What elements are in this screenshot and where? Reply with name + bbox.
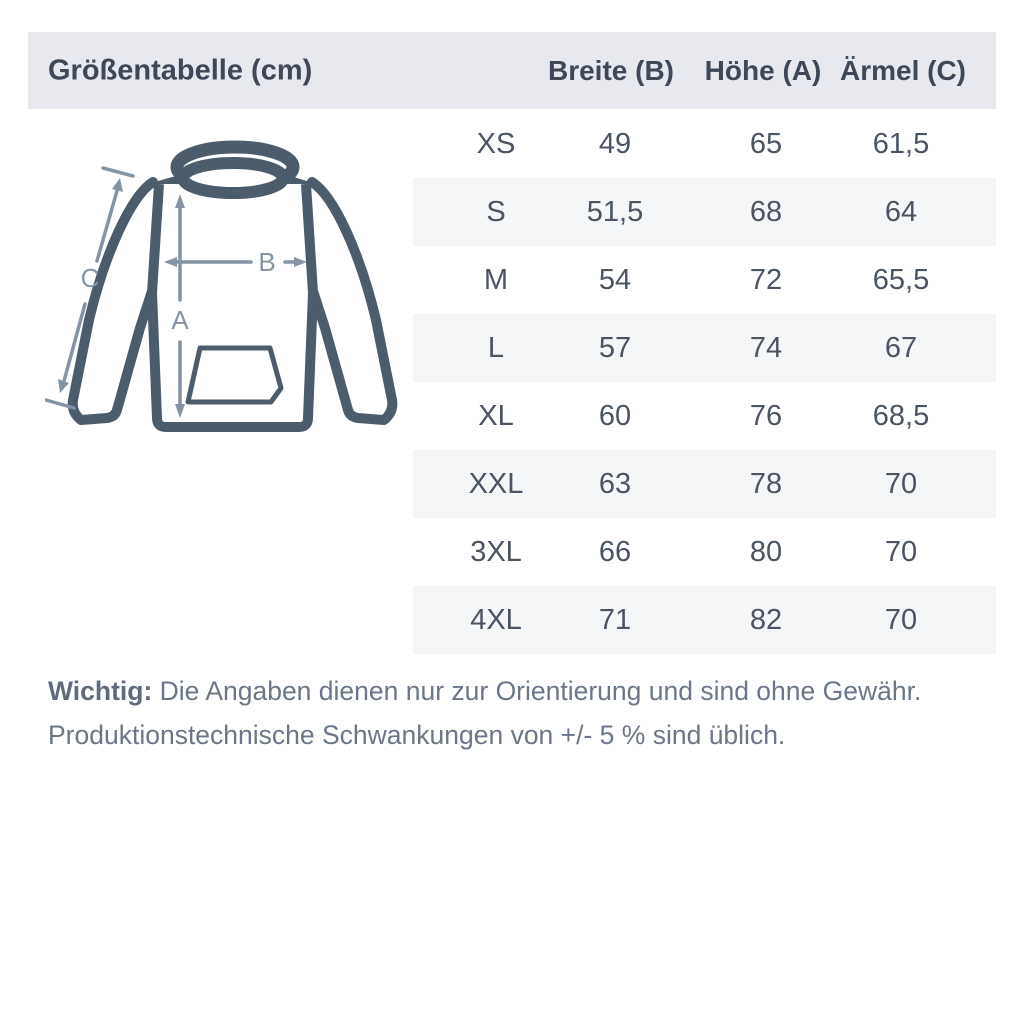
breite-value: 60: [598, 400, 632, 432]
hoehe-value: 78: [749, 468, 783, 500]
table-row-s: S 51,5 68 64: [413, 178, 996, 246]
dimension-b-arrowhead-left: [164, 257, 177, 267]
dimension-label-b: B: [258, 247, 275, 277]
note-line-2: Produktionstechnische Schwankungen von +…: [48, 720, 786, 750]
note-prefix: Wichtig:: [48, 676, 153, 706]
dimension-c-line-bottom: [62, 302, 87, 383]
dimension-label-c: C: [81, 263, 100, 293]
dimension-b-arrowhead-right: [294, 257, 307, 267]
note-line-1: Wichtig: Die Angaben dienen nur zur Orie…: [48, 669, 988, 713]
table-row-m: M 54 72 65,5: [413, 246, 996, 314]
dimension-c-line-top: [95, 189, 119, 263]
dimension-a-arrowhead-down: [175, 404, 185, 418]
size-label: S: [486, 196, 506, 228]
size-label: 4XL: [470, 604, 522, 636]
size-label: XL: [478, 400, 514, 432]
table-header: Größentabelle (cm) Breite (B) Höhe (A) Ä…: [28, 32, 996, 109]
breite-value: 54: [598, 264, 632, 296]
note-text-1: Die Angaben dienen nur zur Orientierung …: [159, 676, 922, 706]
important-note: Wichtig: Die Angaben dienen nur zur Orie…: [48, 669, 988, 757]
hoodie-hood-collar: [177, 157, 289, 199]
hoehe-value: 68: [749, 196, 783, 228]
table-row-xl: XL 60 76 68,5: [413, 382, 996, 450]
hoodie-measurement-diagram: A B C: [45, 140, 398, 432]
hoehe-value: 74: [749, 332, 783, 364]
hoodie-pocket: [185, 345, 284, 405]
dimension-c-arrowhead-up: [112, 178, 123, 192]
column-header-hoehe: Höhe (A): [704, 54, 822, 86]
size-label: XXL: [468, 468, 524, 500]
breite-value: 71: [598, 604, 632, 636]
dimension-a-arrowhead-up: [175, 194, 185, 208]
table-row-xs: XS 49 65 61,5: [413, 110, 996, 178]
size-label: 3XL: [470, 536, 522, 568]
hoodie-right-sleeve: [307, 177, 398, 425]
hoehe-value: 80: [749, 536, 783, 568]
table-row-3xl: 3XL 66 80 70: [413, 518, 996, 586]
aermel-value: 61,5: [872, 128, 930, 160]
size-label: L: [487, 332, 505, 364]
breite-value: 51,5: [586, 196, 644, 228]
aermel-value: 70: [884, 468, 918, 500]
hoehe-value: 65: [749, 128, 783, 160]
breite-value: 49: [598, 128, 632, 160]
aermel-value: 64: [884, 196, 918, 228]
hoehe-value: 72: [749, 264, 783, 296]
size-label: XS: [476, 128, 516, 160]
aermel-value: 65,5: [872, 264, 930, 296]
aermel-value: 68,5: [872, 400, 930, 432]
hoehe-value: 76: [749, 400, 783, 432]
size-table: XS 49 65 61,5 S 51,5 68 64 M 54 72 65,5 …: [413, 110, 996, 654]
aermel-value: 70: [884, 604, 918, 636]
breite-value: 57: [598, 332, 632, 364]
dimension-label-a: A: [171, 305, 189, 335]
hoehe-value: 82: [749, 604, 783, 636]
aermel-value: 70: [884, 536, 918, 568]
breite-value: 66: [598, 536, 632, 568]
column-header-aermel: Ärmel (C): [839, 54, 967, 86]
breite-value: 63: [598, 468, 632, 500]
table-row-4xl: 4XL 71 82 70: [413, 586, 996, 654]
dimension-c-arrowhead-down: [58, 379, 69, 393]
table-row-xxl: XXL 63 78 70: [413, 450, 996, 518]
page-title: Größentabelle (cm): [48, 54, 313, 86]
column-header-breite: Breite (B): [547, 54, 675, 86]
dimension-c-tick-bottom: [45, 398, 76, 410]
size-label: M: [483, 264, 509, 296]
dimension-c-tick-top: [101, 166, 135, 178]
hoodie-left-sleeve: [67, 177, 158, 425]
table-row-l: L 57 74 67: [413, 314, 996, 382]
aermel-value: 67: [884, 332, 918, 364]
